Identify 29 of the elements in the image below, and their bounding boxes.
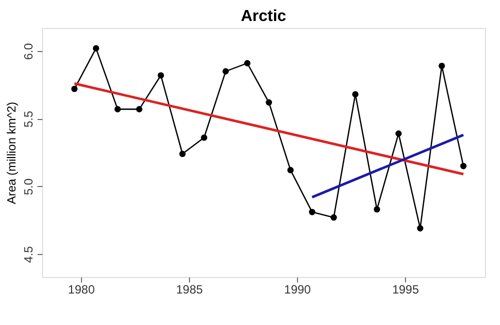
y-tick-label: 4.5 — [22, 246, 36, 263]
point — [244, 60, 250, 66]
y-tick-label: 5.5 — [22, 110, 36, 128]
point — [417, 225, 424, 232]
point — [308, 208, 316, 216]
y-tick-label: 6.0 — [22, 42, 36, 60]
point — [114, 106, 121, 112]
x-tick-label: 1995 — [392, 282, 420, 296]
point — [200, 134, 208, 141]
point — [222, 68, 229, 74]
point — [374, 206, 380, 212]
y-axis-title: Area (million km^2) — [4, 102, 18, 204]
point — [179, 150, 186, 158]
point — [460, 162, 467, 170]
x-tick-label: 1985 — [176, 282, 204, 296]
point — [92, 45, 100, 52]
x-tick-label: 1990 — [284, 282, 312, 296]
y-tick-label: 5.0 — [22, 178, 36, 196]
point — [158, 72, 164, 79]
x-tick-label: 1980 — [68, 282, 96, 296]
point — [136, 106, 142, 112]
point — [395, 130, 402, 137]
point — [71, 86, 78, 92]
point — [330, 214, 337, 221]
chart-title: Arctic — [240, 8, 286, 25]
point — [266, 99, 272, 106]
point — [287, 166, 294, 174]
point — [438, 62, 445, 70]
point — [352, 91, 359, 98]
